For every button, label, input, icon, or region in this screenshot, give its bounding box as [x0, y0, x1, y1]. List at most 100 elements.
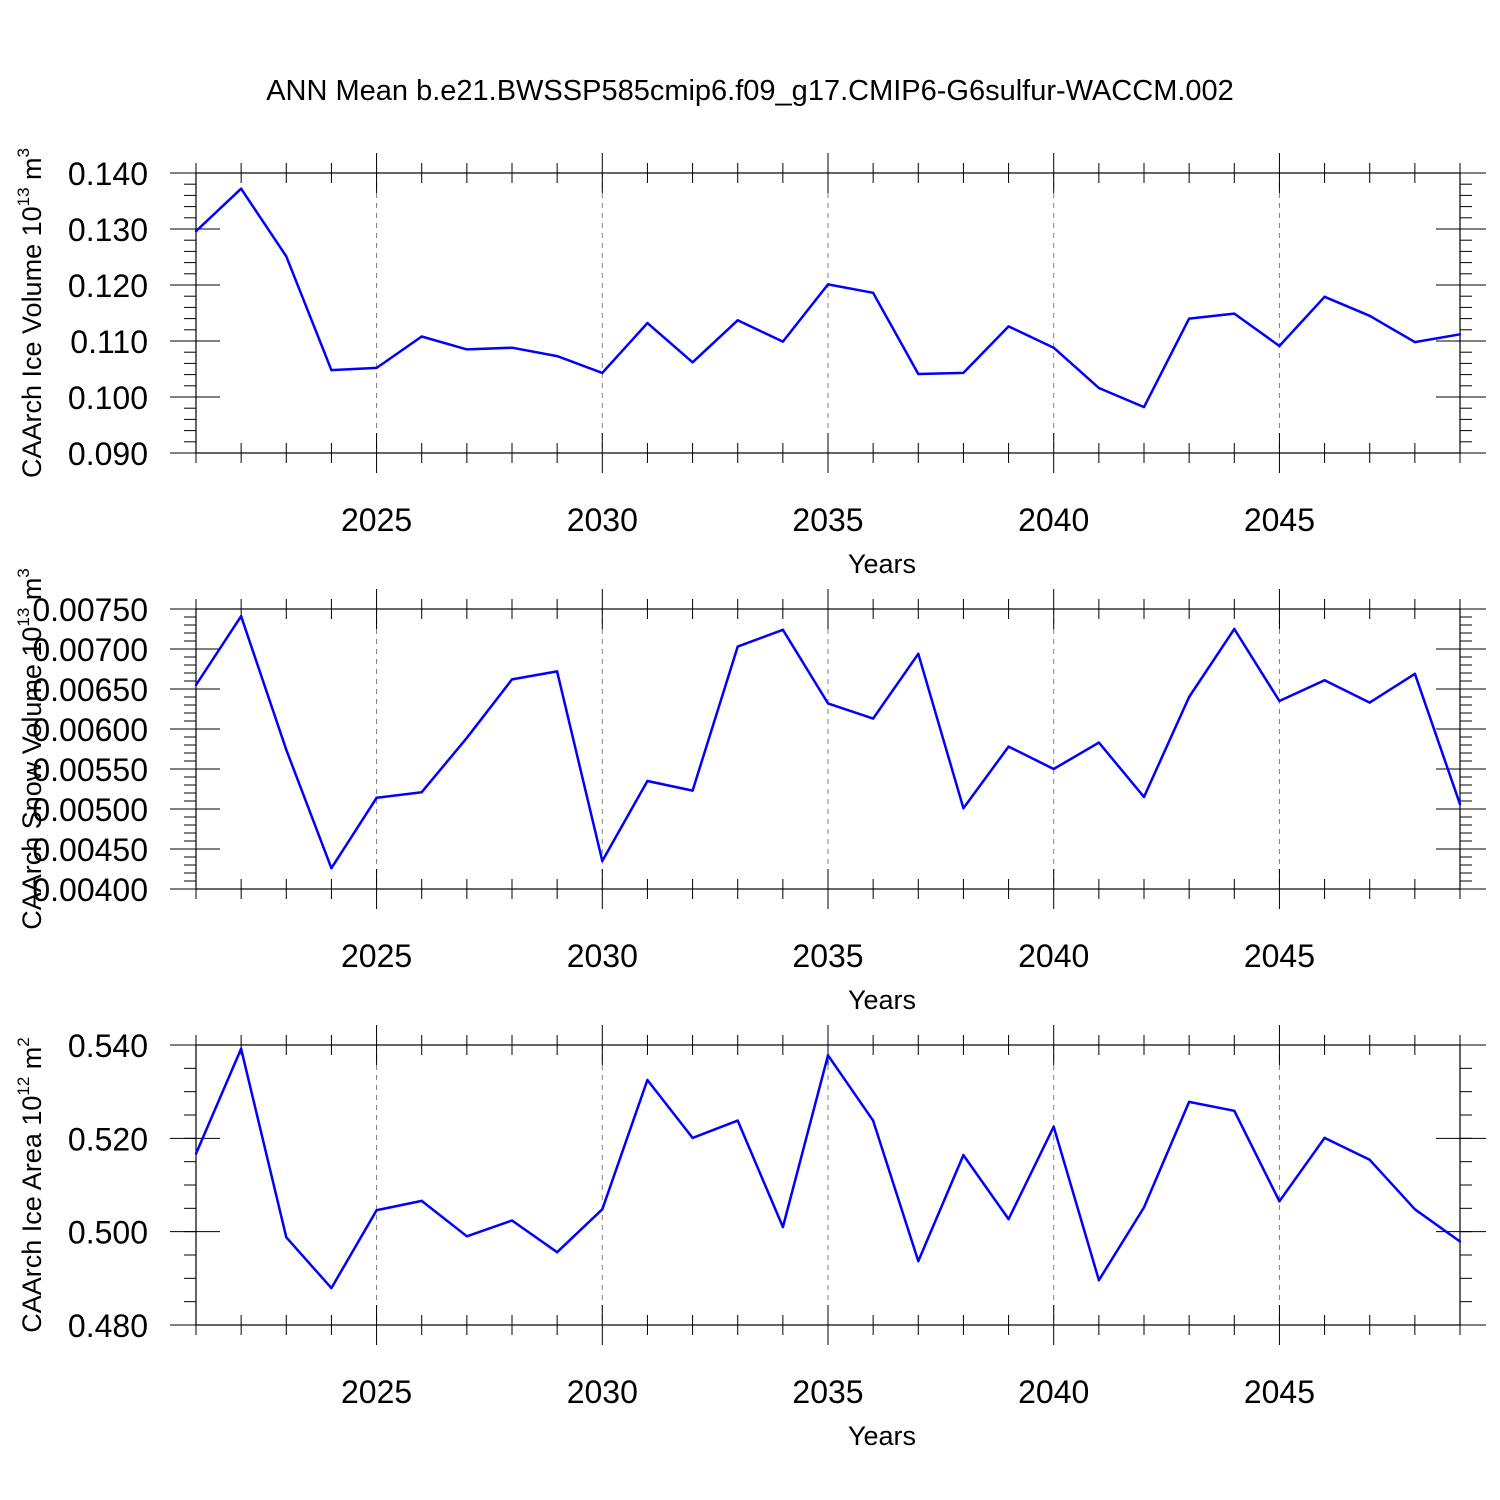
data-point	[375, 366, 378, 370]
data-point	[330, 368, 333, 372]
x-tick-label: 2030	[567, 938, 638, 974]
x-tick-label: 2040	[1018, 938, 1089, 974]
data-point	[285, 1236, 288, 1239]
data-point	[510, 346, 514, 349]
y-axis-label: CAArch Snow Volume 1013 m3	[14, 568, 47, 930]
x-tick-label: 2025	[341, 502, 412, 538]
data-point	[1142, 795, 1146, 799]
x-tick-label: 2045	[1244, 938, 1315, 974]
data-point	[285, 255, 288, 258]
data-point	[826, 1054, 830, 1057]
data-point	[285, 748, 288, 751]
y-tick-label: 0.00750	[32, 592, 148, 628]
data-point	[1052, 767, 1055, 771]
y-tick-label: 0.00650	[32, 672, 148, 708]
data-point	[1187, 695, 1191, 699]
y-axis-label-text: CAArch Ice Area 10	[17, 1096, 47, 1333]
data-point	[420, 1199, 423, 1203]
data-point	[962, 807, 965, 810]
y-axis-label-unit-exp: 3	[14, 568, 33, 577]
data-point	[1007, 325, 1010, 328]
y-tick-label: 0.100	[68, 380, 148, 416]
data-point	[239, 187, 243, 190]
data-point	[1278, 699, 1281, 703]
y-tick-label: 0.00700	[32, 632, 148, 668]
data-point	[375, 796, 378, 799]
x-tick-label: 2035	[792, 502, 863, 538]
y-axis-label-unit: m	[17, 1047, 47, 1077]
data-point	[510, 678, 514, 681]
data-point	[555, 354, 559, 358]
data-point	[1233, 1109, 1236, 1113]
data-point	[736, 645, 739, 648]
x-tick-label: 2045	[1244, 502, 1315, 538]
data-point	[510, 1219, 514, 1222]
data-point	[194, 1152, 198, 1155]
data-point	[781, 1225, 785, 1229]
y-tick-label: 0.500	[68, 1215, 148, 1251]
data-point	[1368, 314, 1371, 317]
data-point	[871, 717, 875, 720]
y-tick-label: 0.110	[70, 324, 148, 360]
data-point	[465, 736, 469, 739]
y-tick-label: 0.540	[68, 1028, 148, 1064]
chart-panel-ice-area: 0.480 0.500 0.520 0.540 2025 2030 2035 2040 2045…	[14, 1025, 1486, 1451]
data-point	[1097, 1279, 1101, 1282]
y-tick-label: 0.00400	[32, 872, 148, 908]
y-tick-label: 0.00500	[32, 792, 148, 828]
data-point	[736, 1119, 739, 1122]
data-point	[1187, 1100, 1191, 1104]
data-point	[1187, 317, 1191, 320]
y-tick-label: 0.520	[68, 1121, 148, 1157]
data-point	[1007, 1217, 1010, 1221]
data-point	[1413, 340, 1417, 344]
data-point	[826, 702, 830, 705]
data-point	[736, 319, 739, 322]
data-point	[194, 683, 198, 687]
x-axis-label: Years	[848, 1421, 916, 1451]
data-point	[1142, 1206, 1146, 1209]
y-tick-label: 0.00450	[32, 832, 148, 868]
y-axis-label-text: CAArch Ice Volume 10	[17, 206, 47, 478]
y-axis-label-exp: 12	[14, 1077, 33, 1096]
data-point	[962, 1153, 965, 1157]
x-tick-label: 2045	[1244, 1374, 1315, 1410]
y-tick-label: 0.130	[68, 212, 148, 248]
plot-frame	[195, 172, 1461, 454]
data-point	[375, 1209, 378, 1212]
y-tick-label: 0.00550	[32, 752, 148, 788]
y-axis-label: CAArch Ice Volume 1013 m3	[14, 148, 47, 478]
data-point	[1142, 405, 1146, 409]
y-axis-label: CAArch Ice Area 1012 m2	[14, 1037, 47, 1333]
data-point	[917, 372, 920, 376]
y-axis-label-unit-exp: 2	[14, 1037, 33, 1046]
chart-panel-snow-volume: 0.00400 0.00450 0.00500 0.00550 0.00600 0.006…	[14, 568, 1486, 1015]
y-tick-label: 0.120	[68, 268, 148, 304]
data-point	[871, 1119, 875, 1122]
x-tick-label: 2030	[567, 502, 638, 538]
data-point	[239, 615, 243, 618]
data-point	[826, 283, 830, 286]
x-tick-label: 2040	[1018, 502, 1089, 538]
y-axis-label-text: CAArch Snow Volume 10	[17, 627, 47, 930]
data-point	[1413, 1208, 1417, 1211]
data-point	[1413, 672, 1417, 675]
data-point	[871, 291, 875, 295]
data-point	[691, 361, 694, 364]
data-point	[465, 1235, 469, 1238]
chart-panel-ice-volume: 0.090 0.100 0.110 0.120 0.130 0.140 2025 2030 20…	[14, 148, 1486, 579]
data-point	[917, 652, 920, 655]
data-point	[1233, 627, 1236, 631]
data-point	[781, 628, 785, 631]
data-point	[646, 321, 649, 325]
y-tick-label: 0.090	[68, 436, 148, 472]
data-point	[1458, 333, 1462, 336]
y-axis-label-unit: m	[17, 578, 47, 608]
data-point	[691, 1136, 694, 1140]
data-point	[1323, 679, 1326, 682]
plot-frame	[195, 608, 1461, 890]
data-point	[1458, 803, 1462, 806]
y-tick-label: 0.480	[68, 1308, 148, 1344]
